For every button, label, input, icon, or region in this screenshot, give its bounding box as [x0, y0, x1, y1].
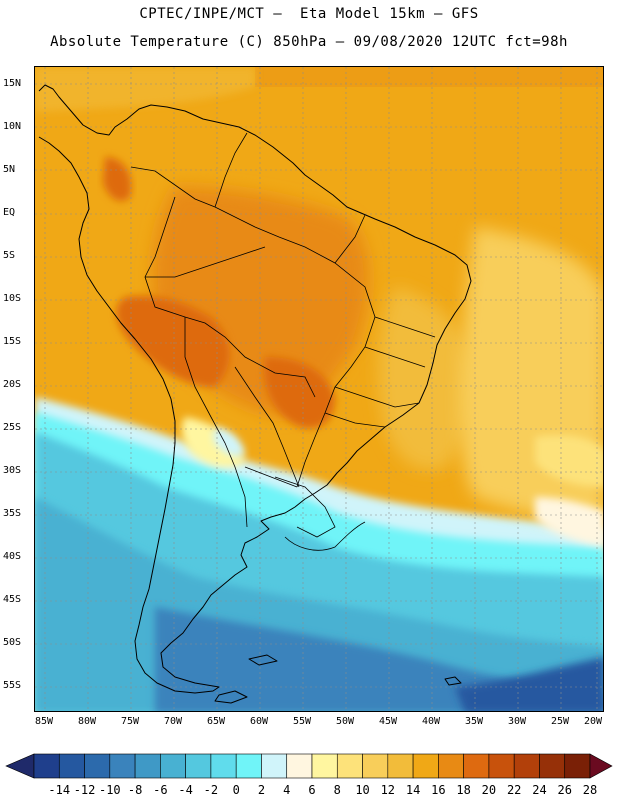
colorbar-swatch: [412, 753, 439, 779]
colorbar-tick-label: 18: [456, 783, 470, 797]
country-borders: [130, 132, 436, 551]
lon-label: 65W: [206, 716, 226, 727]
colorbar-swatch: [311, 753, 338, 779]
lon-label: 40W: [421, 716, 441, 727]
lon-label: 45W: [378, 716, 398, 727]
colorbar-tick-label: 24: [532, 783, 546, 797]
colorbar-swatch: [336, 753, 363, 779]
lon-label: 85W: [34, 716, 54, 727]
colorbar-swatch: [387, 753, 414, 779]
colorbar-swatch: [210, 753, 237, 779]
colorbar-tick-label: -8: [128, 783, 142, 797]
colorbar-low-arrow: [5, 753, 35, 779]
colorbar-tick-label: -4: [178, 783, 192, 797]
colorbar-tick-label: 22: [507, 783, 521, 797]
colorbar-swatch: [286, 753, 313, 779]
lon-label: 70W: [163, 716, 183, 727]
colorbar-tick-label: 16: [431, 783, 445, 797]
colorbar-swatch: [438, 753, 464, 779]
lat-label: 10S: [3, 293, 22, 304]
colorbar-high-arrow: [589, 753, 613, 779]
colorbar-swatch: [362, 753, 389, 779]
graticule: [35, 67, 603, 711]
colorbar-tick-label: -12: [74, 783, 96, 797]
lon-label: 80W: [77, 716, 97, 727]
lat-label: 55S: [3, 680, 22, 691]
lon-label: 30W: [507, 716, 527, 727]
colorbar-swatch: [109, 753, 136, 779]
coastline: [38, 84, 472, 704]
lat-label: 5S: [3, 250, 16, 261]
lat-label: 45S: [3, 594, 22, 605]
lat-label: 50S: [3, 637, 22, 648]
colorbar-tick-label: -2: [204, 783, 218, 797]
lon-label: 35W: [464, 716, 484, 727]
colorbar-swatch: [33, 753, 60, 779]
colorbar-swatch: [160, 753, 186, 779]
colorbar-swatch: [564, 753, 591, 779]
lon-label: 50W: [335, 716, 355, 727]
lat-label: 25S: [3, 422, 22, 433]
colorbar-tick-label: 28: [583, 783, 597, 797]
colorbar-tick-label: 8: [334, 783, 341, 797]
lat-label: EQ: [3, 207, 16, 218]
colorbar-tick-label: 6: [308, 783, 315, 797]
colorbar-swatch: [235, 753, 262, 779]
colorbar-tick-label: 2: [258, 783, 265, 797]
colorbar-swatch: [463, 753, 490, 779]
lat-label: 10N: [3, 121, 22, 132]
map-title-line1: CPTEC/INPE/MCT – Eta Model 15km – GFS: [139, 6, 479, 22]
colorbar-swatch: [84, 753, 111, 779]
colorbar-tick-label: 26: [558, 783, 572, 797]
colorbar-swatch: [539, 753, 566, 779]
colorbar-swatch: [58, 753, 85, 779]
colorbar-swatch: [488, 753, 515, 779]
lat-label: 15S: [3, 336, 22, 347]
lat-label: 20S: [3, 379, 22, 390]
colorbar-tick-label: 14: [406, 783, 420, 797]
lat-label: 40S: [3, 551, 22, 562]
colorbar-tick-label: 12: [381, 783, 395, 797]
map-panel: [34, 66, 604, 712]
lon-label: 55W: [292, 716, 312, 727]
colorbar-swatch: [134, 753, 161, 779]
colorbar-tick-label: 20: [482, 783, 496, 797]
colorbar-swatch: [261, 753, 288, 779]
colorbar-tick-label: 0: [233, 783, 240, 797]
lat-label: 15N: [3, 78, 22, 89]
colorbar-tick-label: -14: [48, 783, 70, 797]
lon-label: 75W: [120, 716, 140, 727]
colorbar-tick-label: -10: [99, 783, 121, 797]
colorbar-tick-label: 4: [283, 783, 290, 797]
colorbar-swatch: [185, 753, 212, 779]
temperature-map: [35, 67, 603, 711]
lat-label: 35S: [3, 508, 22, 519]
colorbar-swatch: [513, 753, 540, 779]
lat-label: 30S: [3, 465, 22, 476]
temperature-field: [35, 67, 603, 711]
colorbar-tick-label: 10: [355, 783, 369, 797]
lon-label: 25W: [550, 716, 570, 727]
colorbar-tick-label: -6: [153, 783, 167, 797]
lon-label: 60W: [249, 716, 269, 727]
lat-label: 5N: [3, 164, 16, 175]
color-scale-legend: -14 -12 -10 -8 -6 -4 -2 0 2 4 6 8 10 12 14 16 18 20 22 24 26…: [5, 753, 613, 797]
lon-label: 20W: [583, 716, 603, 727]
map-title-line2: Absolute Temperature (C) 850hPa – 09/08/…: [50, 34, 568, 50]
